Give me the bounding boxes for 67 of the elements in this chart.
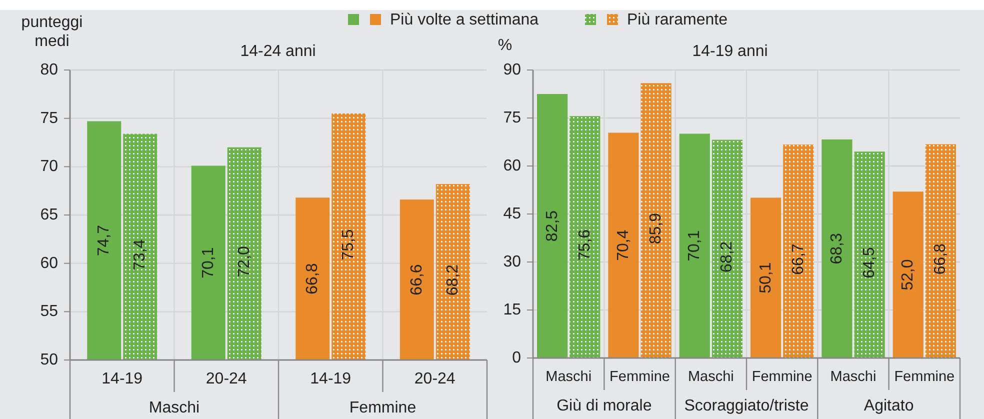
bar <box>750 198 782 358</box>
text: Giù di morale <box>556 398 652 414</box>
data-label: 73,4 <box>132 239 149 270</box>
bar <box>640 83 672 358</box>
x-tick-label: 20-24 <box>414 370 456 388</box>
bar <box>570 116 600 358</box>
x-tick-label: Femmine <box>894 369 955 385</box>
y-tick-label: 15 <box>503 302 522 318</box>
x-tick-label: 20-24 <box>206 370 247 388</box>
y-tick-label: 80 <box>40 62 58 78</box>
y-tick-label: 30 <box>503 254 522 270</box>
bar <box>892 192 924 358</box>
y-axis-title: % <box>498 37 512 54</box>
y-tick-label: 50 <box>40 352 58 368</box>
data-label: 70,1 <box>200 247 217 278</box>
data-label: 52,0 <box>900 259 917 290</box>
data-label: 68,2 <box>718 241 736 272</box>
bar <box>925 144 956 358</box>
y-tick-label: 75 <box>40 110 58 127</box>
data-label: 74,7 <box>96 224 113 256</box>
y-tick-label: 45 <box>503 206 522 222</box>
x-tick-label: Maschi <box>546 369 592 385</box>
chart-title: 14-19 anni <box>692 43 768 60</box>
x-tick-label: Femmine <box>752 369 812 385</box>
data-label: 66,8 <box>304 263 322 294</box>
x-tick-label: 14-19 <box>310 370 352 388</box>
data-label: 68,2 <box>444 264 462 296</box>
chart-title: 14-24 anni <box>240 43 316 60</box>
bar <box>822 139 852 358</box>
x-tick-label: Maschi <box>830 369 876 385</box>
data-label: 64,5 <box>861 247 878 278</box>
data-label: 68,3 <box>828 233 846 264</box>
y-tick-label: 75 <box>503 110 522 126</box>
data-label: 70,4 <box>614 230 632 261</box>
y-tick-label: 65 <box>40 206 58 224</box>
bar <box>712 140 742 358</box>
y-tick-label: 60 <box>40 254 58 272</box>
y-tick-label: 60 <box>503 158 522 174</box>
text: Femmine <box>349 400 416 416</box>
data-label: 70,1 <box>686 230 704 262</box>
bar <box>679 134 710 358</box>
text: Scoraggiato/triste <box>684 398 809 414</box>
legend-label: Più volte a settimana <box>390 12 539 28</box>
bar <box>537 94 568 358</box>
bar <box>608 132 639 358</box>
data-label: 66,8 <box>932 243 950 275</box>
data-label: 66,6 <box>408 264 426 296</box>
data-label: 50,1 <box>757 262 774 294</box>
y-tick-label: 90 <box>503 62 522 78</box>
data-label: 66,7 <box>790 244 807 275</box>
x-tick-label: 14-19 <box>102 370 143 388</box>
data-label: 82,5 <box>544 210 561 242</box>
bar <box>854 152 885 358</box>
data-label: 75,5 <box>340 229 358 260</box>
bar <box>783 144 814 358</box>
text: Agitato <box>864 398 914 414</box>
y-axis-title: punteggi medi <box>21 14 83 50</box>
text: Maschi <box>148 400 200 416</box>
y-tick-label: 70 <box>40 158 58 176</box>
y-tick-label: 0 <box>512 350 522 366</box>
data-label: 75,6 <box>576 229 594 261</box>
legend-label: Più raramente <box>627 12 728 28</box>
x-tick-label: Femmine <box>610 369 670 385</box>
x-tick-label: Maschi <box>688 369 734 385</box>
y-tick-label: 55 <box>40 303 58 320</box>
data-label: 85,9 <box>648 212 665 244</box>
data-label: 72,0 <box>236 246 253 278</box>
